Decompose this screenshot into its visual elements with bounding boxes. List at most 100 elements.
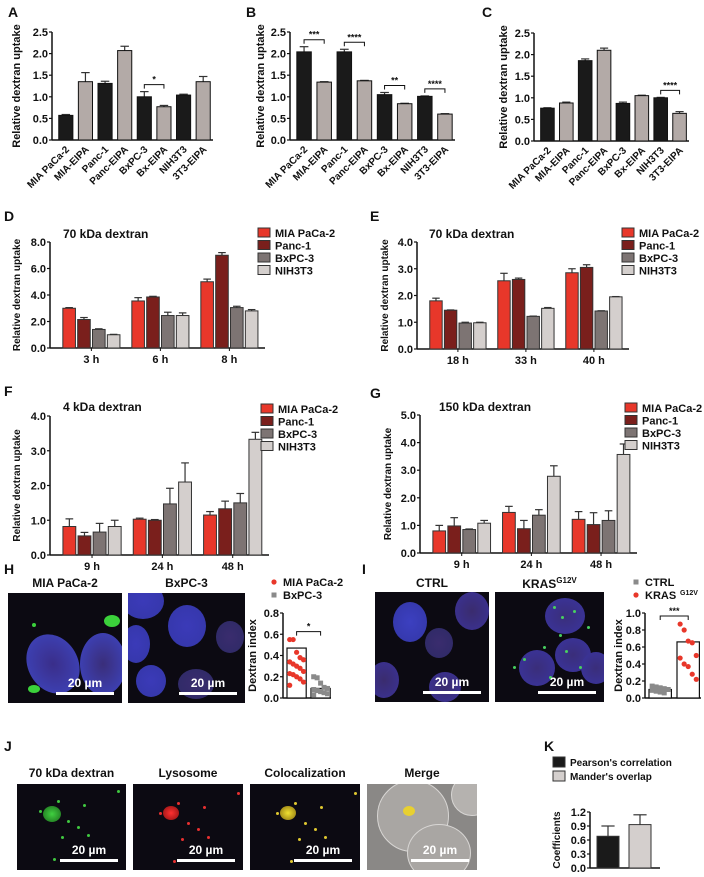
bar xyxy=(200,281,214,349)
data-point xyxy=(290,636,296,643)
legend-marker xyxy=(633,579,639,585)
significance-bracket xyxy=(660,89,681,95)
x-tick-label: 48 h xyxy=(590,559,612,571)
legend-label: Mander's overlap xyxy=(570,772,652,783)
bar xyxy=(672,112,687,142)
micrograph-title: KRASG12V xyxy=(522,576,577,591)
bar xyxy=(175,94,192,141)
y-tick-label: 4.0 xyxy=(31,290,46,302)
bar xyxy=(571,518,586,554)
scale-bar: 20 µm xyxy=(294,843,352,862)
legend-swatch xyxy=(260,441,274,451)
y-tick-label: 1.5 xyxy=(515,71,530,83)
bar xyxy=(175,315,190,349)
x-tick-label: 8 h xyxy=(221,354,237,366)
legend-marker xyxy=(633,592,639,598)
legend-swatch xyxy=(621,227,635,238)
scale-bar: 20 µm xyxy=(423,675,481,694)
legend-label: MIA PaCa-2 xyxy=(275,228,335,240)
data-point xyxy=(300,668,307,675)
micrograph-bxpc-3: 20 µm xyxy=(128,593,245,703)
bar xyxy=(107,526,122,556)
bar xyxy=(92,328,106,349)
bar xyxy=(117,50,133,141)
data-point xyxy=(321,684,327,690)
data-point xyxy=(311,692,317,698)
y-tick-label: 2.0 xyxy=(271,49,286,61)
bar xyxy=(615,102,631,142)
micrograph-mia-paca-2: 20 µm xyxy=(8,593,122,703)
legend-swatch xyxy=(260,428,274,439)
panel-label-k: K xyxy=(544,738,555,754)
bar xyxy=(156,106,172,141)
panel-label-j: J xyxy=(4,738,12,754)
data-point xyxy=(677,621,683,627)
bar xyxy=(634,95,650,142)
y-tick-label: 2.0 xyxy=(401,493,416,505)
significance-label: *** xyxy=(669,606,680,616)
bar xyxy=(147,519,162,556)
bar xyxy=(541,307,555,350)
y-tick-label: 1.0 xyxy=(626,608,641,620)
significance-label: **** xyxy=(663,80,678,90)
bar xyxy=(579,266,594,350)
micrograph-title: CTRL xyxy=(416,576,448,590)
legend-label: KRAS xyxy=(645,590,676,602)
bar xyxy=(477,522,492,554)
bar xyxy=(218,508,233,556)
micrograph-merge: 20 µm xyxy=(367,784,477,870)
bar xyxy=(161,315,175,349)
bar xyxy=(497,280,511,350)
bar xyxy=(586,524,601,554)
data-point xyxy=(665,687,671,692)
y-tick-label: 5.0 xyxy=(401,410,416,422)
y-tick-label: 0.2 xyxy=(264,672,279,684)
y-tick-label: 0.3 xyxy=(571,849,586,861)
scale-bar: 20 µm xyxy=(177,843,235,862)
bar xyxy=(163,503,177,556)
bar xyxy=(106,334,121,349)
bar xyxy=(502,511,516,554)
bar xyxy=(132,518,147,556)
y-tick-label: 0.0 xyxy=(515,136,530,148)
y-tick-label: 6.0 xyxy=(31,264,46,276)
legend-label: CTRL xyxy=(645,577,675,589)
data-point xyxy=(689,671,695,677)
scale-bar: 20 µm xyxy=(56,676,114,695)
legend-swatch xyxy=(257,252,271,263)
data-point xyxy=(294,649,300,655)
chart-title: 70 kDa dextran xyxy=(429,227,514,241)
y-axis-label: Dextran index xyxy=(613,618,625,692)
data-point xyxy=(657,685,663,691)
legend-swatch xyxy=(260,416,274,426)
legend-swatch xyxy=(624,440,638,450)
data-point xyxy=(653,684,659,690)
bar xyxy=(596,835,620,869)
micrograph-title: BxPC-3 xyxy=(165,576,208,590)
micrograph-title: 70 kDa dextran xyxy=(28,766,115,780)
data-point xyxy=(649,683,655,689)
bar xyxy=(336,51,353,141)
y-tick-label: 0.2 xyxy=(626,676,641,688)
y-tick-label: 2.0 xyxy=(515,50,530,62)
micrograph-kras-g12v: 20 µm xyxy=(495,592,604,702)
y-tick-label: 1.0 xyxy=(271,92,286,104)
legend-swatch xyxy=(257,265,271,275)
data-point xyxy=(685,638,691,644)
bar xyxy=(473,322,487,350)
bar xyxy=(356,80,373,141)
panel-label-e: E xyxy=(370,208,380,224)
y-axis-label: Relative dextran uptake xyxy=(12,429,23,542)
bar xyxy=(77,319,91,349)
y-tick-label: 3.0 xyxy=(401,465,416,477)
y-tick-label: 0.5 xyxy=(271,113,286,125)
y-tick-label: 1.5 xyxy=(33,70,48,82)
data-point xyxy=(681,627,687,633)
bar xyxy=(540,107,555,142)
data-point xyxy=(311,674,317,680)
scale-bar: 20 µm xyxy=(538,675,596,694)
y-tick-label: 0.4 xyxy=(264,651,280,663)
y-tick-label: 1.0 xyxy=(401,520,416,532)
x-tick-label: 33 h xyxy=(515,355,537,367)
y-tick-label: 1.2 xyxy=(571,807,586,819)
